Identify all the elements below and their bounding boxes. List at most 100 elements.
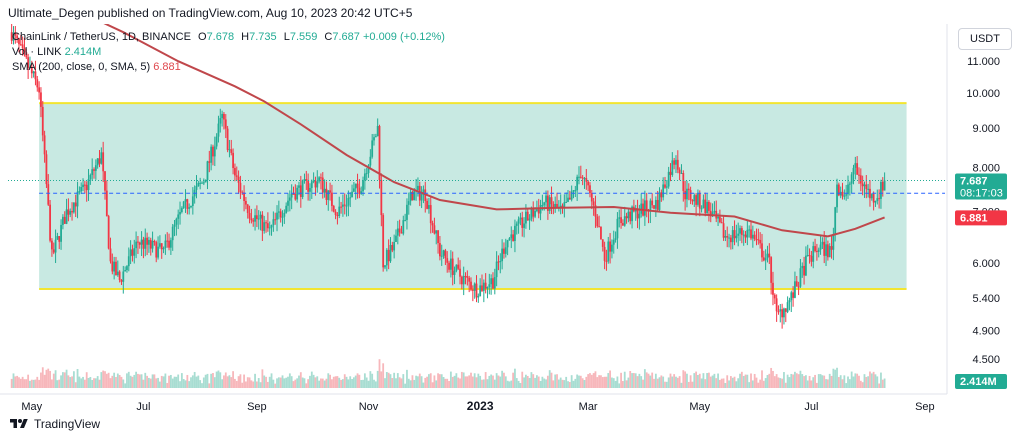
volume-bar — [742, 375, 745, 388]
candle-body — [71, 211, 73, 213]
candle-body — [451, 258, 454, 275]
candle-body — [786, 302, 789, 312]
volume-bar — [550, 372, 553, 388]
volume-bar — [288, 373, 291, 388]
volume-bar — [435, 380, 438, 388]
volume-bar — [266, 381, 269, 388]
volume-bar — [352, 377, 355, 388]
price-axis[interactable]: 11.00010.0009.0008.0007.0006.0005.4004.9… — [946, 24, 1007, 394]
candle-body — [479, 285, 482, 297]
candle-body — [484, 282, 487, 289]
candle-body — [382, 215, 385, 268]
volume-bar — [680, 382, 683, 388]
volume-bar — [384, 378, 386, 388]
volume-bar — [731, 377, 734, 388]
legend-symbol[interactable]: ChainLink / TetherUS, 1D, BINANCE — [12, 31, 191, 43]
candle-body — [799, 268, 802, 287]
candle-body — [32, 71, 35, 74]
candle-body — [455, 264, 458, 271]
candle-body — [482, 282, 485, 291]
volume-bar — [647, 373, 650, 388]
candle-body — [221, 113, 224, 119]
volume-bar — [812, 377, 815, 388]
candle-body — [680, 173, 683, 175]
candle-body — [590, 193, 593, 202]
candle-body — [556, 203, 558, 208]
volume-bar — [47, 368, 50, 388]
volume-bar — [334, 376, 337, 388]
volume-bar — [85, 372, 88, 388]
currency-button[interactable]: USDT — [958, 28, 1012, 50]
candle-body — [858, 174, 860, 176]
legend-sma-label[interactable]: SMA (200, close, 0, SMA, 5) — [12, 61, 151, 73]
volume-bar — [625, 380, 628, 388]
footer-brand[interactable]: TradingView — [8, 414, 100, 434]
candle-body — [673, 160, 676, 165]
volume-bar — [356, 373, 359, 388]
volume-bar — [230, 377, 233, 388]
volume-bar — [779, 378, 782, 388]
volume-bar — [459, 378, 461, 388]
volume-bar — [259, 382, 262, 388]
volume-bar — [60, 375, 62, 388]
volume-bar — [618, 383, 621, 388]
candle-body — [404, 219, 407, 221]
candle-body — [268, 227, 271, 229]
legend-volume-label[interactable]: Vol · LINK — [12, 46, 62, 58]
volume-bar — [418, 373, 421, 388]
volume-bar — [843, 375, 846, 388]
volume-bar — [475, 377, 478, 388]
candle-body — [731, 230, 734, 243]
volume-bar — [479, 375, 482, 388]
volume-bar — [104, 371, 106, 388]
candle-body — [417, 185, 419, 191]
candle-body — [387, 249, 390, 262]
candle-body — [230, 149, 233, 153]
candle-body — [495, 261, 498, 278]
chart-area[interactable]: 11.00010.0009.0008.0007.0006.0005.4004.9… — [0, 24, 1024, 414]
volume-bar — [583, 379, 586, 388]
time-axis[interactable]: May Jul Sep Nov 2023 Mar May Jul Sep — [0, 393, 947, 413]
volume-bar — [393, 372, 396, 388]
volume-bar — [96, 376, 99, 388]
candle-body — [206, 161, 209, 180]
volume-bar — [298, 375, 300, 388]
price-chart[interactable]: 11.00010.0009.0008.0007.0006.0005.4004.9… — [0, 24, 1024, 414]
volume-bars — [10, 359, 886, 388]
volume-bar — [115, 377, 117, 388]
volume-bar — [620, 372, 622, 388]
candle-body — [40, 92, 42, 107]
candle-body — [237, 176, 240, 183]
volume-bar — [532, 374, 535, 388]
volume-bar — [819, 374, 822, 388]
candle-body — [272, 219, 275, 226]
candle-body — [874, 200, 877, 203]
volume-bar — [400, 378, 403, 388]
volume-bar — [658, 377, 661, 388]
volume-bar — [29, 380, 31, 388]
candle-body — [578, 176, 580, 178]
volume-bar — [320, 378, 322, 388]
candle-body — [224, 119, 227, 129]
candle-body — [826, 244, 829, 258]
volume-bar — [113, 372, 116, 388]
candle-body — [863, 184, 866, 187]
volume-bar — [129, 375, 132, 388]
candle-body — [195, 186, 198, 190]
volume-bar — [248, 377, 251, 388]
candle-body — [288, 197, 291, 201]
last-price-badge-text: 08:17:03 — [960, 188, 1003, 200]
candle-body — [859, 175, 862, 184]
volume-bar — [559, 377, 562, 388]
candle-body — [550, 197, 553, 205]
candle-body — [605, 260, 608, 262]
candle-body — [471, 289, 474, 291]
price-tick-label: 11.000 — [967, 56, 1000, 68]
volume-bar — [530, 372, 533, 388]
candle-body — [600, 226, 602, 240]
volume-bar — [148, 377, 150, 388]
volume-bar — [462, 372, 465, 388]
volume-bar — [118, 375, 121, 388]
volume-bar — [568, 381, 571, 388]
time-tick-label: Sep — [915, 401, 935, 413]
